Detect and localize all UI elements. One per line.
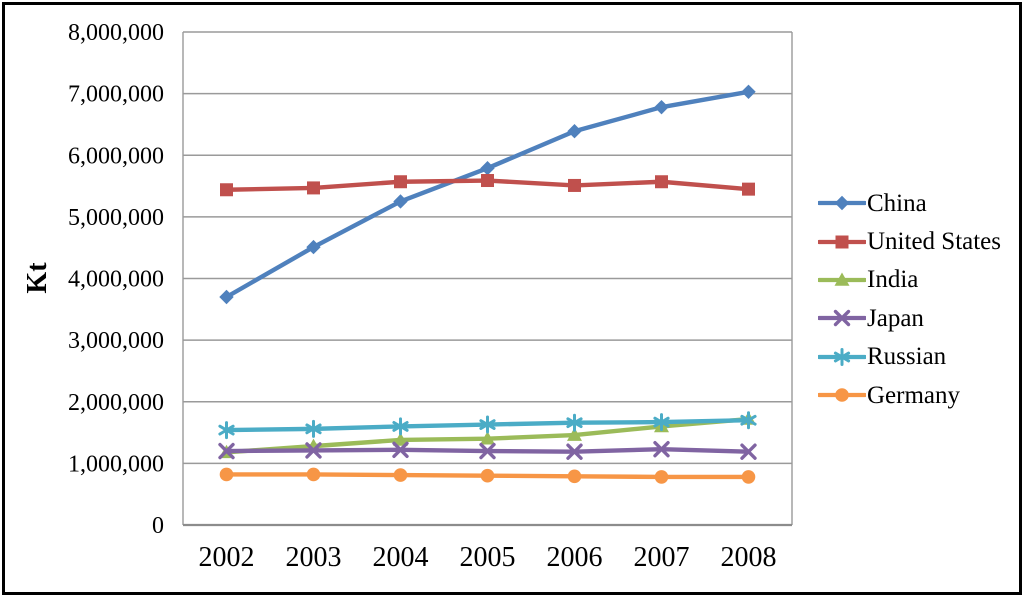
marker-russian-2007 bbox=[653, 413, 670, 432]
marker-india-2005 bbox=[480, 431, 495, 445]
legend-label-japan: Japan bbox=[867, 304, 924, 332]
x-tick-label-2002: 2002 bbox=[199, 542, 255, 573]
marker-china-2002 bbox=[219, 289, 234, 305]
marker-russian-2005 bbox=[479, 415, 496, 434]
legend-item-germany: Germany bbox=[818, 376, 1001, 414]
marker-united-states-2002 bbox=[220, 183, 233, 197]
marker-united-states-2003 bbox=[307, 181, 320, 195]
marker-japan-2004 bbox=[392, 441, 409, 459]
legend-item-united-states: United States bbox=[818, 222, 1001, 260]
marker-russian-2008 bbox=[740, 411, 757, 430]
marker-germany-2006 bbox=[567, 469, 582, 484]
marker-germany-2002 bbox=[219, 467, 234, 482]
y-tick-label-5: 5,000,000 bbox=[68, 205, 164, 231]
x-tick-label-2003: 2003 bbox=[286, 542, 342, 573]
marker-russian-2004 bbox=[392, 417, 409, 436]
legend-marker-germany-icon bbox=[818, 388, 866, 402]
legend-glyph-germany bbox=[835, 388, 849, 402]
marker-united-states-2005 bbox=[481, 174, 494, 188]
marker-russian-2006 bbox=[566, 413, 583, 432]
marker-japan-2007 bbox=[653, 441, 670, 458]
legend-item-japan: Japan bbox=[818, 299, 1001, 337]
marker-china-2004 bbox=[393, 194, 408, 209]
y-tick-label-2: 2,000,000 bbox=[68, 390, 164, 416]
legend-glyph-russian bbox=[833, 347, 851, 366]
legend-marker-russian-icon bbox=[818, 347, 866, 366]
y-tick-label-3: 3,000,000 bbox=[68, 328, 164, 354]
marker-germany-2004 bbox=[393, 468, 408, 482]
marker-japan-2008 bbox=[740, 443, 757, 460]
y-axis-title: Kt bbox=[22, 262, 53, 294]
legend-marker-china-icon bbox=[818, 195, 866, 211]
marker-japan-2003 bbox=[305, 442, 322, 459]
marker-china-2003 bbox=[306, 239, 321, 255]
legend-marker-india-icon bbox=[818, 272, 866, 286]
marker-japan-2006 bbox=[566, 443, 583, 460]
y-tick-label-0: 0 bbox=[152, 513, 164, 539]
marker-china-2007 bbox=[654, 99, 669, 115]
legend-label-china: China bbox=[867, 189, 927, 217]
marker-china-2005 bbox=[480, 160, 495, 176]
y-tick-label-6: 6,000,000 bbox=[68, 143, 164, 169]
y-tick-label-1: 1,000,000 bbox=[68, 451, 164, 477]
marker-germany-2007 bbox=[654, 470, 669, 484]
legend-label-russian: Russian bbox=[867, 343, 947, 371]
x-tick-label-2004: 2004 bbox=[373, 542, 429, 573]
marker-united-states-2007 bbox=[655, 175, 668, 189]
marker-china-2006 bbox=[567, 124, 582, 139]
x-tick-label-2005: 2005 bbox=[460, 542, 516, 573]
marker-russian-2002 bbox=[218, 421, 235, 440]
x-tick-label-2006: 2006 bbox=[547, 542, 603, 573]
x-tick-label-2007: 2007 bbox=[634, 542, 690, 573]
legend-item-india: India bbox=[818, 261, 1001, 299]
marker-india-2004 bbox=[393, 432, 408, 446]
series-line-china bbox=[224, 89, 751, 300]
y-tick-label-4: 4,000,000 bbox=[68, 267, 164, 293]
marker-united-states-2006 bbox=[568, 178, 581, 192]
marker-japan-2002 bbox=[218, 442, 235, 460]
marker-india-2006 bbox=[567, 427, 582, 441]
marker-china-2008 bbox=[741, 84, 756, 99]
legend-glyph-united-states bbox=[835, 235, 849, 249]
marker-germany-2005 bbox=[480, 468, 495, 483]
legend-glyph-india bbox=[834, 272, 850, 286]
y-tick-label-8: 8,000,000 bbox=[68, 20, 164, 46]
legend-marker-united-states-icon bbox=[818, 235, 866, 249]
marker-russian-2003 bbox=[305, 419, 322, 438]
marker-germany-2003 bbox=[306, 467, 321, 482]
y-tick-label-7: 7,000,000 bbox=[68, 82, 164, 108]
legend: China United States India Japan Russian … bbox=[818, 184, 1001, 414]
marker-united-states-2008 bbox=[742, 182, 755, 196]
legend-label-united-states: United States bbox=[867, 228, 1002, 256]
marker-japan-2005 bbox=[479, 442, 496, 460]
legend-label-india: India bbox=[867, 266, 919, 294]
legend-item-russian: Russian bbox=[818, 338, 1001, 376]
legend-glyph-japan bbox=[833, 310, 851, 327]
legend-label-germany: Germany bbox=[867, 381, 961, 409]
legend-item-china: China bbox=[818, 184, 1001, 222]
marker-united-states-2004 bbox=[394, 175, 407, 189]
marker-germany-2008 bbox=[741, 470, 756, 484]
legend-glyph-china bbox=[834, 195, 850, 211]
x-tick-label-2008: 2008 bbox=[721, 542, 777, 573]
legend-marker-japan-icon bbox=[818, 310, 866, 327]
